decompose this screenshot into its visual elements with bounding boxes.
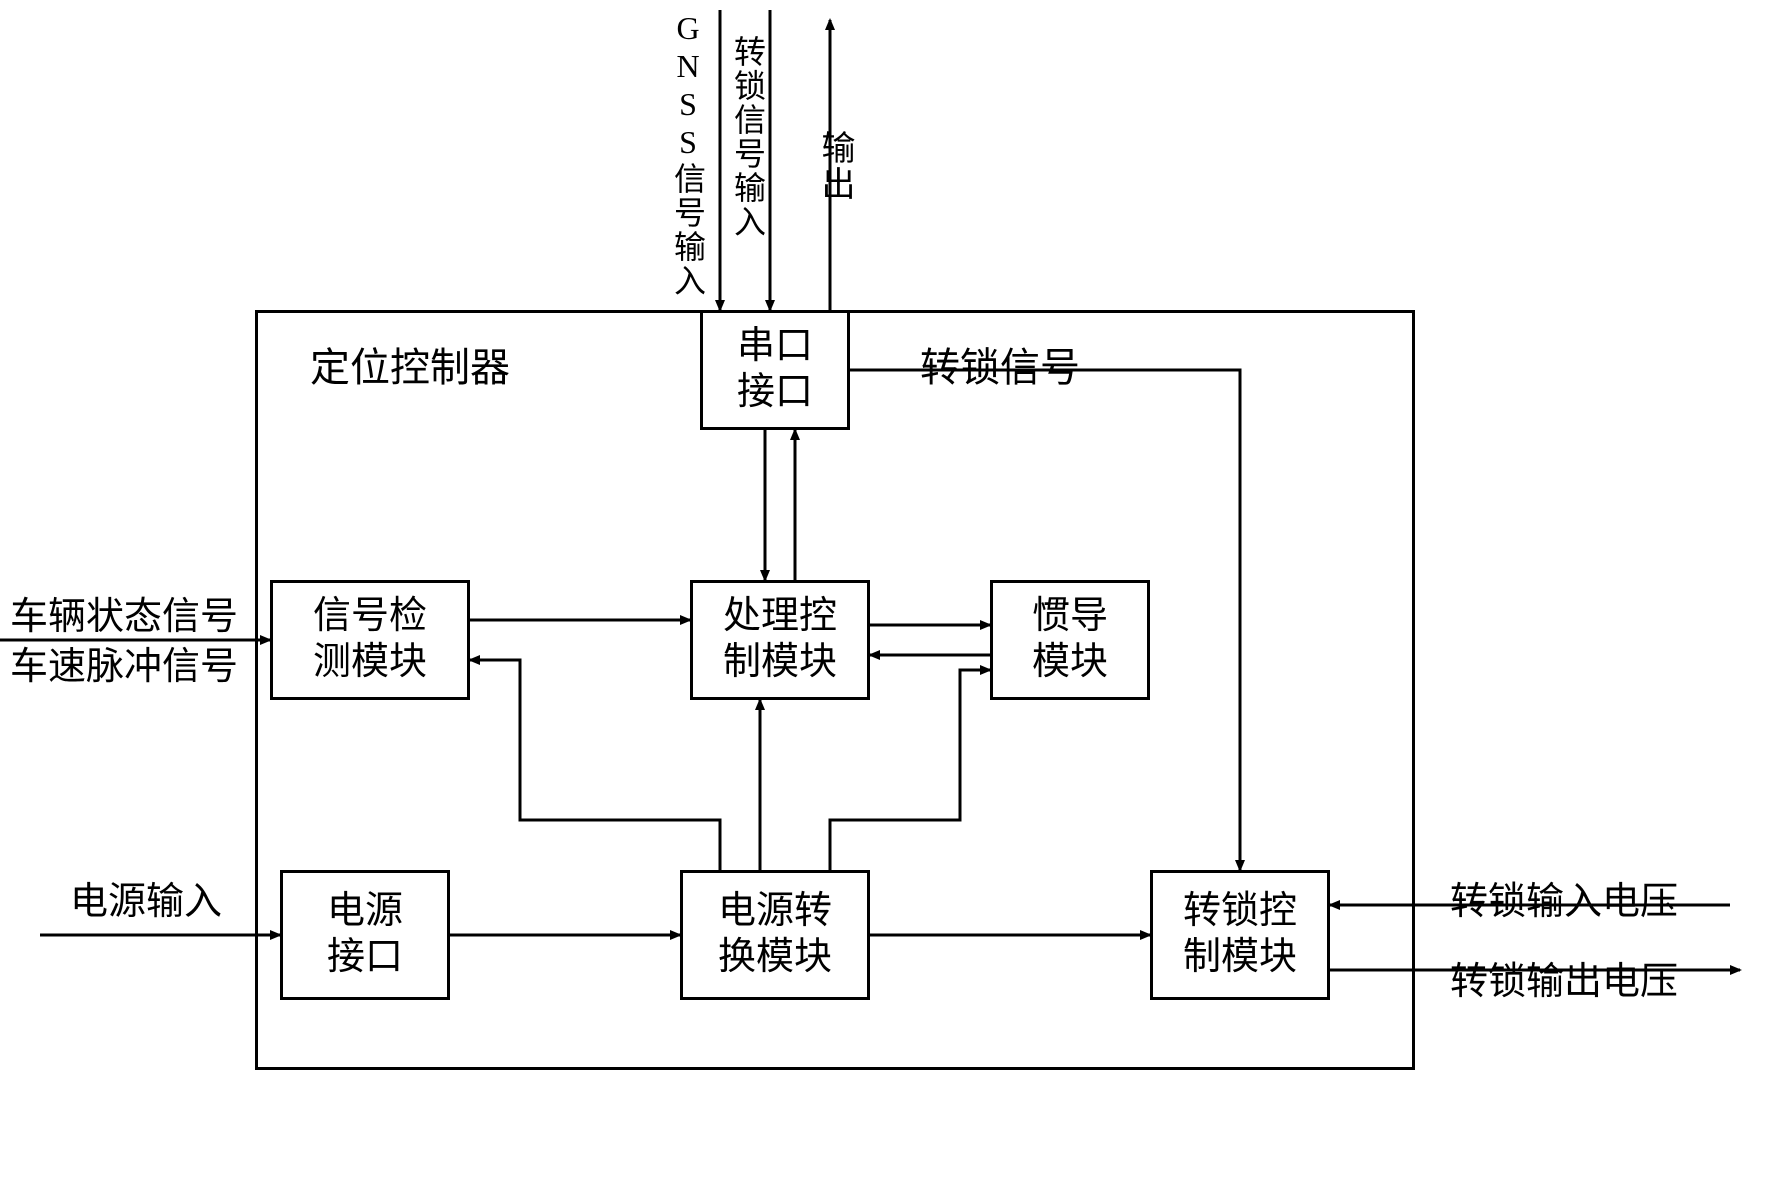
signal-l1: 信号检 (313, 594, 427, 640)
inertial-l1: 惯导 (1032, 594, 1108, 640)
power-interface-box: 电源 接口 (280, 870, 450, 1000)
inertial-nav-box: 惯导 模块 (990, 580, 1150, 700)
twist-vout-label: 转锁输出电压 (1450, 950, 1678, 1005)
powerif-l1: 电源 (327, 889, 403, 935)
twistlock-l2: 制模块 (1183, 935, 1297, 981)
positioning-controller-diagram: 定位控制器 串口 接口 信号检 测模块 处理控 制模块 惯导 模块 电源 接口 … (0, 0, 1782, 1197)
serial-l1: 串口 (737, 324, 813, 370)
process-control-box: 处理控 制模块 (690, 580, 870, 700)
twistlock-control-box: 转锁控 制模块 (1150, 870, 1330, 1000)
vehicle-state-label: 车辆状态信号 (10, 585, 238, 640)
twist-vin-label: 转锁输入电压 (1450, 870, 1678, 925)
inertial-l2: 模块 (1032, 640, 1108, 686)
outer-title: 定位控制器 (310, 335, 510, 393)
powerconv-l1: 电源转 (718, 889, 832, 935)
power-in-label: 电源输入 (70, 870, 222, 925)
serial-interface-box: 串口 接口 (700, 310, 850, 430)
signal-detect-box: 信号检 测模块 (270, 580, 470, 700)
output-label: 输出 (810, 130, 859, 202)
process-l1: 处理控 (723, 594, 837, 640)
twist-sig-in-label: 转锁信号输入 (725, 35, 771, 239)
process-l2: 制模块 (723, 640, 837, 686)
signal-l2: 测模块 (313, 640, 427, 686)
powerif-l2: 接口 (327, 935, 403, 981)
speed-pulse-label: 车速脉冲信号 (10, 635, 238, 690)
powerconv-l2: 换模块 (718, 935, 832, 981)
twist-signal-label: 转锁信号 (920, 335, 1080, 393)
power-convert-box: 电源转 换模块 (680, 870, 870, 1000)
twistlock-l1: 转锁控 (1183, 889, 1297, 935)
gnss-in-label: GNSS信号输入 (665, 10, 711, 298)
serial-l2: 接口 (737, 370, 813, 416)
